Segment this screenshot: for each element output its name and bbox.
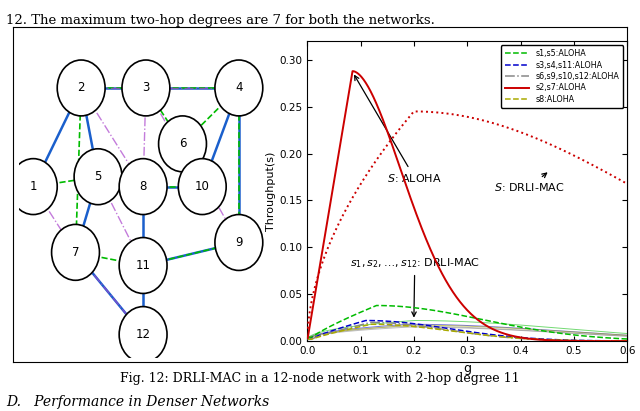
Text: 9: 9 — [235, 236, 243, 249]
Text: 7: 7 — [72, 246, 79, 259]
Circle shape — [122, 60, 170, 116]
Circle shape — [215, 215, 263, 270]
Text: D.   Performance in Denser Networks: D. Performance in Denser Networks — [6, 395, 269, 409]
Text: 2: 2 — [77, 81, 85, 95]
Circle shape — [74, 149, 122, 205]
Text: 11: 11 — [136, 259, 150, 272]
Text: 5: 5 — [94, 170, 102, 183]
Legend: s1,s5:ALOHA, s3,s4,s11:ALOHA, s6,s9,s10,s12:ALOHA, s2,s7:ALOHA, s8:ALOHA: s1,s5:ALOHA, s3,s4,s11:ALOHA, s6,s9,s10,… — [500, 45, 623, 108]
Text: 4: 4 — [235, 81, 243, 95]
Text: 12: 12 — [136, 328, 150, 341]
Y-axis label: Throughput(s): Throughput(s) — [266, 151, 276, 231]
Circle shape — [10, 159, 57, 215]
Text: 12. The maximum two-hop degrees are 7 for both the networks.: 12. The maximum two-hop degrees are 7 fo… — [6, 14, 435, 28]
Text: 8: 8 — [140, 180, 147, 193]
Circle shape — [52, 224, 99, 280]
Text: 3: 3 — [142, 81, 150, 95]
Circle shape — [215, 60, 263, 116]
Text: Fig. 12: DRLI-MAC in a 12-node network with 2-hop degree 11: Fig. 12: DRLI-MAC in a 12-node network w… — [120, 372, 520, 385]
Text: $s_1, s_2, \ldots, s_{12}$: DRLI-MAC: $s_1, s_2, \ldots, s_{12}$: DRLI-MAC — [350, 256, 480, 316]
Text: 10: 10 — [195, 180, 210, 193]
X-axis label: g: g — [463, 362, 471, 374]
Text: 6: 6 — [179, 137, 186, 150]
Circle shape — [57, 60, 105, 116]
Circle shape — [119, 238, 167, 293]
Circle shape — [179, 159, 226, 215]
Circle shape — [119, 307, 167, 363]
Text: 1: 1 — [29, 180, 37, 193]
Circle shape — [159, 116, 207, 172]
Text: $S$: DRLI-MAC: $S$: DRLI-MAC — [494, 173, 564, 193]
Circle shape — [119, 159, 167, 215]
Text: $S$: ALOHA: $S$: ALOHA — [355, 76, 442, 184]
